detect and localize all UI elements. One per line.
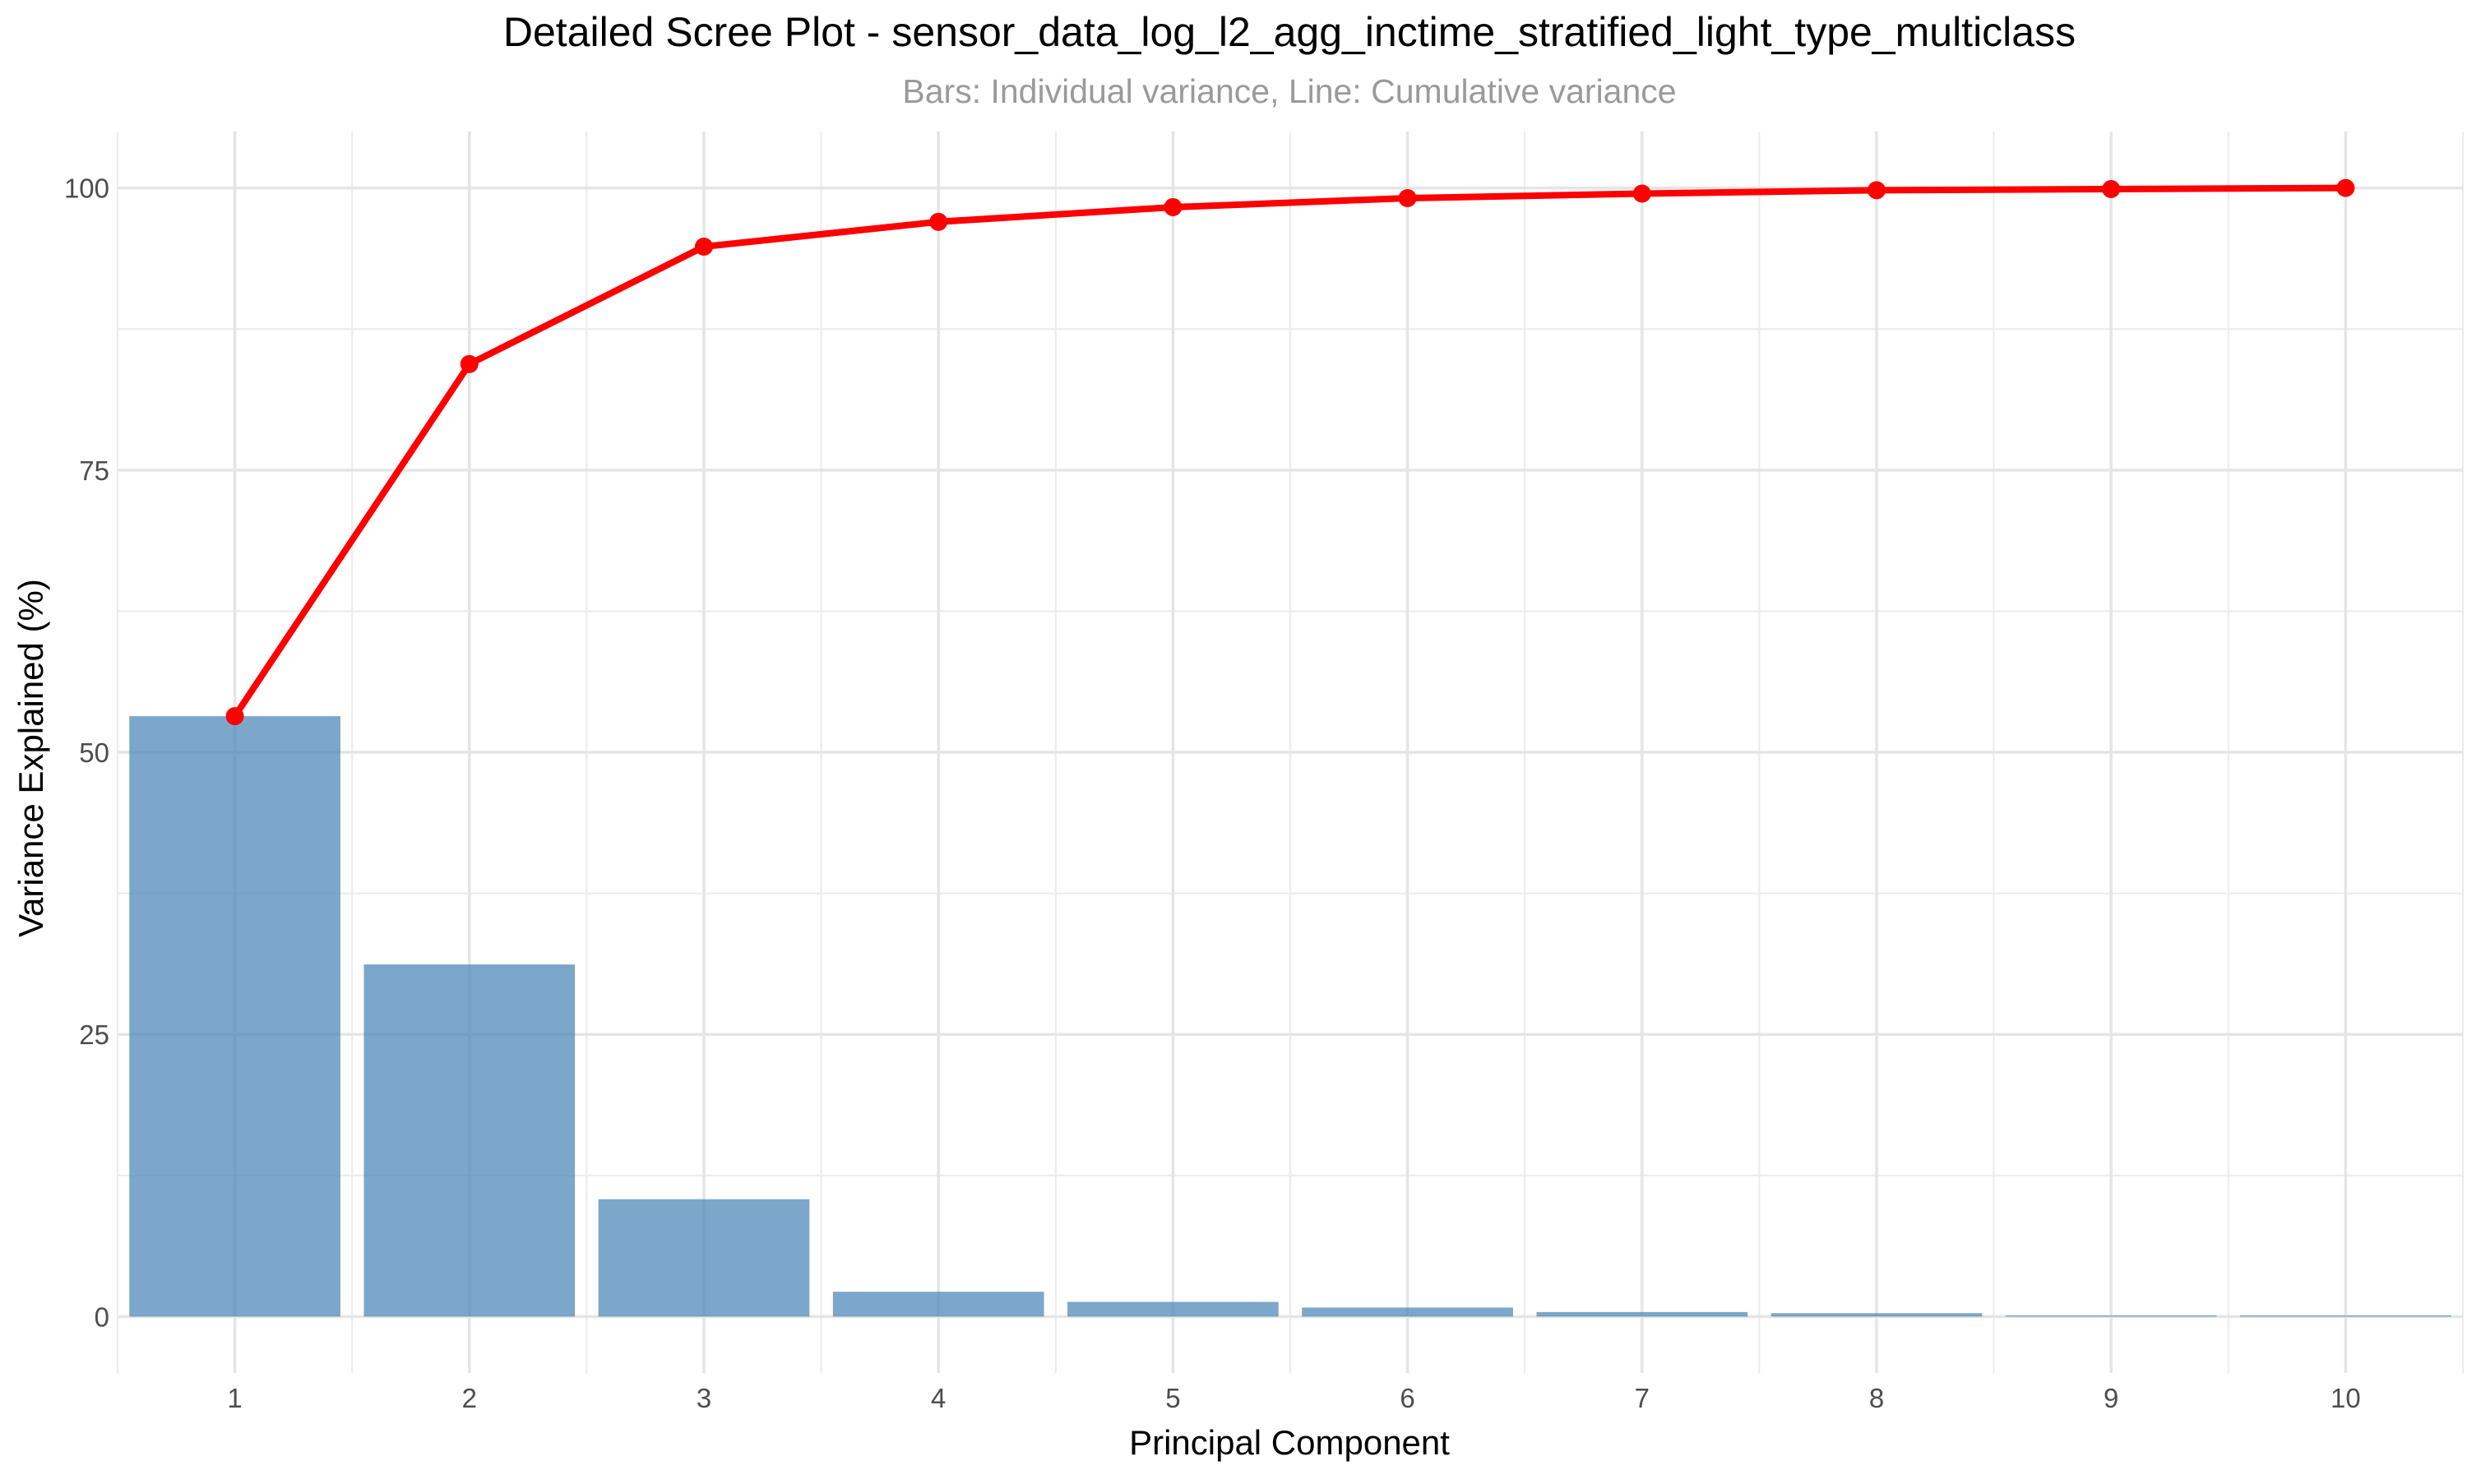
x-tick-label: 8	[1869, 1383, 1884, 1413]
cumulative-point	[1398, 188, 1417, 207]
cumulative-point-layer	[225, 178, 2355, 726]
x-tick-label: 3	[697, 1383, 711, 1413]
chart-subtitle: Bars: Individual variance, Line: Cumulat…	[902, 72, 1676, 110]
variance-bar	[1067, 1301, 1279, 1317]
bar-layer	[129, 716, 2451, 1317]
variance-bar	[1536, 1311, 1748, 1317]
x-tick-label: 4	[931, 1383, 946, 1413]
y-tick-label: 25	[79, 1019, 109, 1050]
x-axis-label: Principal Component	[1129, 1423, 1450, 1462]
cumulative-point	[1868, 181, 1886, 200]
cumulative-point	[1632, 184, 1651, 203]
y-tick-label: 50	[79, 737, 109, 768]
y-tick-label: 75	[79, 455, 109, 486]
variance-bar	[832, 1292, 1044, 1317]
x-tick-label: 9	[2104, 1383, 2118, 1413]
variance-bar	[2240, 1315, 2451, 1317]
x-tick-label: 5	[1165, 1383, 1180, 1413]
y-tick-label: 100	[64, 173, 109, 204]
y-axis-label: Variance Explained (%)	[12, 579, 50, 937]
cumulative-point	[225, 707, 244, 726]
variance-bar	[598, 1199, 810, 1317]
variance-bar	[129, 716, 340, 1317]
axis-layer: 0 25 50 75 100 1 2 3 4 5 6 7 8 9 10	[64, 173, 2361, 1413]
variance-bar	[1770, 1313, 1983, 1317]
cumulative-point	[460, 354, 479, 373]
x-tick-label: 10	[2330, 1383, 2361, 1413]
variance-bar	[2005, 1315, 2217, 1317]
x-tick-label: 1	[227, 1383, 242, 1413]
cumulative-point	[2102, 180, 2121, 199]
x-tick-label: 2	[462, 1383, 477, 1413]
x-tick-label: 7	[1635, 1383, 1650, 1413]
cumulative-point	[2336, 178, 2355, 197]
x-tick-label: 6	[1400, 1383, 1414, 1413]
variance-bar	[363, 964, 576, 1317]
y-tick-label: 0	[95, 1301, 109, 1332]
variance-bar	[1302, 1307, 1513, 1317]
cumulative-point	[1164, 197, 1183, 216]
cumulative-line-layer	[231, 184, 2349, 720]
cumulative-point	[929, 212, 948, 231]
cumulative-point	[695, 238, 713, 257]
chart-title: Detailed Scree Plot - sensor_data_log_l2…	[503, 9, 2076, 55]
cumulative-variance-line	[231, 184, 2349, 720]
